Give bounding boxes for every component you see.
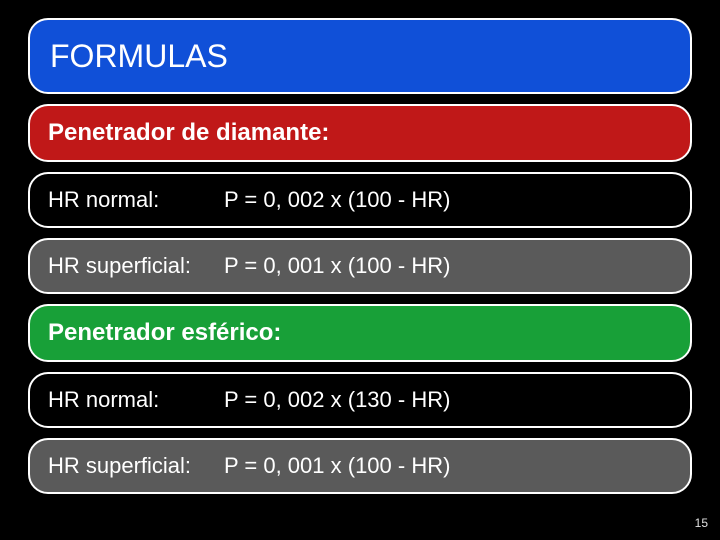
slide: FORMULAS Penetrador de diamante: HR norm… [0, 0, 720, 540]
slide-title: FORMULAS [28, 18, 692, 94]
page-number: 15 [695, 516, 708, 530]
formula-value: P = 0, 002 x (130 - HR) [224, 387, 450, 413]
formula-label: HR normal: [48, 187, 224, 213]
formula-row: HR normal: P = 0, 002 x (100 - HR) [28, 172, 692, 228]
formula-label: HR superficial: [48, 453, 224, 479]
formula-value: P = 0, 002 x (100 - HR) [224, 187, 450, 213]
formula-value: P = 0, 001 x (100 - HR) [224, 453, 450, 479]
formula-row: HR superficial: P = 0, 001 x (100 - HR) [28, 238, 692, 294]
formula-row: HR normal: P = 0, 002 x (130 - HR) [28, 372, 692, 428]
formula-row: HR superficial: P = 0, 001 x (100 - HR) [28, 438, 692, 494]
formula-label: HR superficial: [48, 253, 224, 279]
formula-value: P = 0, 001 x (100 - HR) [224, 253, 450, 279]
section-heading-diamante: Penetrador de diamante: [28, 104, 692, 162]
formula-label: HR normal: [48, 387, 224, 413]
section-heading-esferico: Penetrador esférico: [28, 304, 692, 362]
